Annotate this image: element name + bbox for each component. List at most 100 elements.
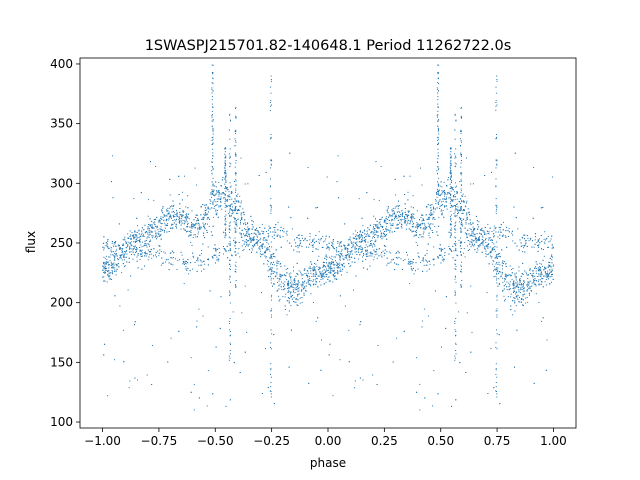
data-point [489,227,491,229]
data-point [139,239,141,241]
data-point [231,210,233,212]
data-point [299,297,301,299]
data-point [391,219,393,221]
data-point [143,229,145,231]
data-point [280,276,282,278]
data-point [500,224,502,226]
data-point [397,220,399,221]
data-point [423,222,425,224]
data-point [408,214,410,216]
data-point [407,254,408,256]
data-point [432,218,434,220]
data-point [332,262,334,263]
data-point [522,251,523,253]
data-point [351,261,353,263]
data-point [319,281,321,283]
data-point [114,267,116,269]
data-point [491,248,493,250]
data-point [416,210,418,212]
data-point [104,280,106,282]
data-point [301,278,303,280]
data-point [448,191,450,193]
data-point [172,214,174,216]
data-point [429,237,431,239]
data-point [538,244,540,246]
data-point [409,223,411,225]
data-point [298,287,300,289]
data-point [179,220,180,222]
data-point [292,301,294,302]
data-point [491,256,493,258]
data-point [404,222,406,224]
data-point [349,251,351,252]
data-point [515,277,517,279]
data-point [328,242,330,244]
data-point [276,268,278,270]
data-point [252,245,254,247]
data-point [187,230,189,232]
data-point [406,218,408,220]
data-point [135,251,137,253]
data-point [406,220,408,222]
data-point [345,248,347,250]
data-point [380,166,382,167]
data-point [264,237,266,239]
data-point [540,275,542,277]
data-point [149,254,151,256]
data-point [141,230,143,232]
data-point [314,269,316,271]
data-point [330,280,331,282]
data-point [210,200,212,202]
data-point [519,279,521,281]
data-point [336,261,338,263]
data-point [191,225,193,227]
data-point [393,258,394,260]
data-point [426,250,428,251]
data-point [329,343,331,345]
data-point [254,229,256,231]
data-point [293,279,295,281]
data-point [549,240,551,242]
data-point [335,278,337,280]
data-point [513,281,515,283]
data-point [463,201,465,203]
data-point [235,224,237,226]
data-point [215,262,216,264]
data-point [146,237,148,239]
data-point [272,285,273,287]
data-point [200,226,202,228]
data-point [334,248,336,249]
data-point [137,225,138,227]
data-point [195,223,196,225]
data-point [506,275,508,277]
data-point [295,301,297,303]
data-point [212,202,214,204]
data-point [181,254,183,256]
data-point [502,277,504,279]
data-point [481,229,482,231]
data-point [133,241,135,243]
data-point [290,296,292,298]
data-point [122,244,124,246]
data-point [252,237,254,239]
data-point [445,200,447,202]
data-point [254,243,256,245]
data-point [268,235,270,237]
data-point [464,232,466,234]
data-point [547,270,549,272]
data-point [394,231,396,232]
data-point [185,214,187,216]
data-point [327,247,329,249]
data-point [301,283,303,285]
data-point [445,199,447,200]
data-point [262,232,264,234]
data-point [107,274,109,276]
data-point [241,216,243,218]
data-point [437,201,439,203]
data-point [266,248,268,250]
data-point [151,231,153,233]
data-point [278,295,280,297]
data-point [197,233,199,235]
data-point [114,259,116,261]
data-point [394,207,396,209]
